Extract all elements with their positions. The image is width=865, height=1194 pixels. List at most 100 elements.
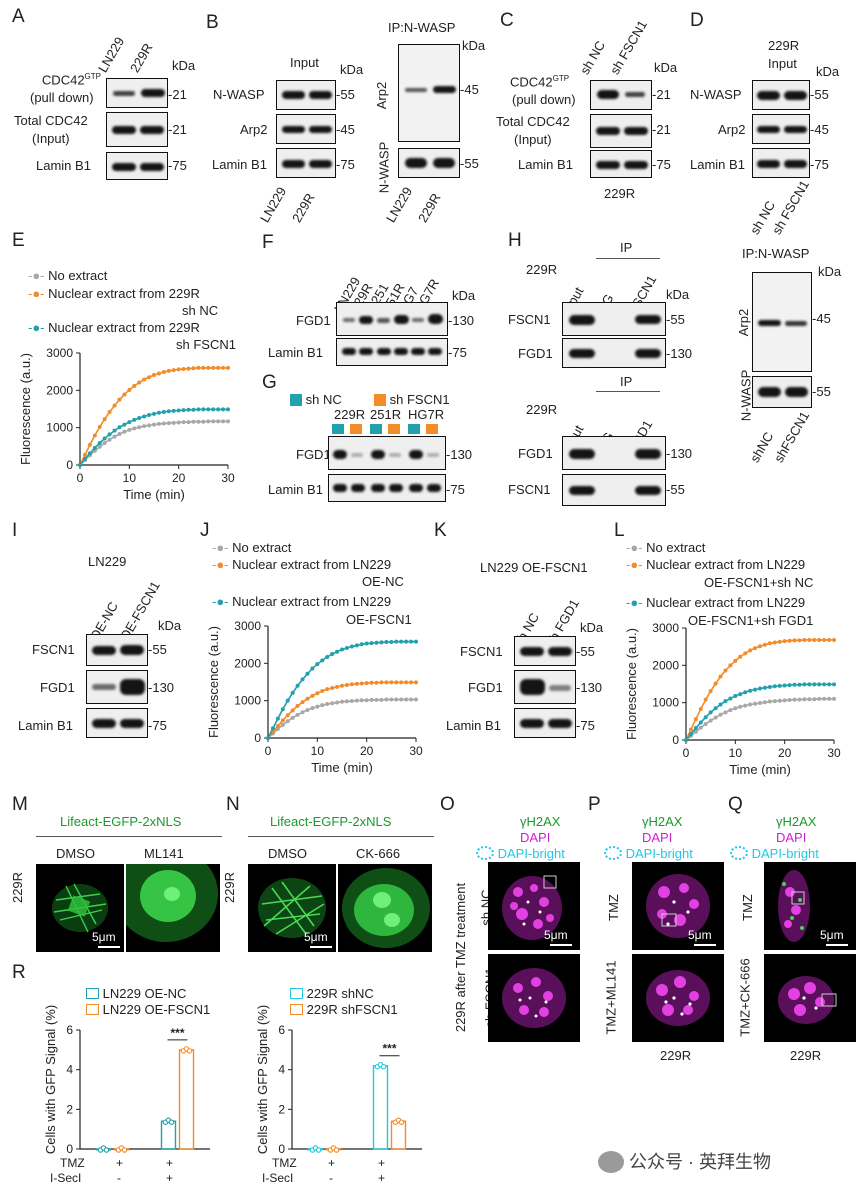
bar (390, 1120, 407, 1150)
mw-marker: -45 (460, 82, 479, 97)
panel-letter-e: E (12, 230, 25, 251)
legend-dapi: DAPI (520, 830, 551, 845)
legend-item-sub: OE-FSCN1 (346, 612, 412, 627)
data-point (822, 696, 827, 701)
data-point (787, 638, 792, 643)
treatment-label: 229R after TMZ treatment (453, 882, 469, 1033)
scale-bar-label: 5μm (92, 930, 116, 944)
microscopy-image: 5μm (488, 862, 580, 950)
series-line (79, 408, 228, 466)
data-point (226, 365, 230, 370)
data-point (270, 726, 275, 731)
data-point (738, 704, 743, 709)
data-point (693, 717, 698, 722)
y-tick-label: 6 (66, 1023, 73, 1037)
line-chart: 0 1000 2000 3000 0 10 20 30 Time (min) Fluorescen… (206, 619, 423, 775)
row-label: FGD1 (40, 680, 75, 695)
panel-letter-q: Q (728, 794, 743, 815)
data-point (171, 408, 176, 413)
western-blot (398, 148, 460, 178)
legend-item-sub: OE-FSCN1+sh NC (704, 575, 814, 590)
row-label: TMZ (605, 894, 621, 921)
significance-label: *** (170, 1026, 184, 1040)
data-point (733, 693, 738, 698)
data-point (295, 712, 300, 717)
x-tick-label: 0 (265, 744, 272, 758)
data-point (404, 680, 409, 685)
data-point (684, 738, 688, 742)
nucleus-stain (646, 970, 710, 1026)
data-point (782, 639, 787, 644)
row-label: TMZ+CK-666 (737, 958, 753, 1037)
mw-marker: -130 (148, 680, 175, 695)
data-point (127, 427, 132, 432)
x-tick-label: 0 (683, 746, 690, 760)
condition-label: DMSO (56, 846, 95, 861)
data-point (374, 680, 379, 685)
data-point (201, 419, 206, 424)
row-label: N-WASP (690, 87, 742, 102)
data-point (201, 365, 206, 370)
data-point (176, 420, 181, 425)
iscei-sign: - (329, 1171, 333, 1185)
cell-line-caption: 229R (604, 186, 636, 201)
row-label: Arp2 (240, 122, 268, 137)
data-point (221, 407, 226, 412)
data-point (97, 444, 102, 449)
series-line (267, 698, 416, 739)
legend-gh2ax: γH2AX (520, 814, 561, 829)
data-point (394, 639, 399, 644)
data-point (97, 424, 102, 429)
blot-band (377, 348, 391, 355)
y-axis-label: Fluorescence (a.u.) (624, 628, 639, 740)
data-point (147, 423, 152, 428)
mw-marker: -130 (576, 680, 603, 695)
data-point (300, 677, 305, 682)
mw-marker: -75 (148, 718, 167, 733)
x-tick-label: 10 (123, 471, 137, 485)
data-point (782, 698, 787, 703)
scale-bar-label: 5μm (820, 928, 844, 942)
blot-band (784, 126, 807, 133)
data-point (708, 689, 713, 694)
row-label: Total CDC42 (496, 114, 570, 129)
data-point (772, 684, 777, 689)
mw-marker: -75 (446, 482, 465, 497)
mw-marker: -75 (448, 345, 467, 360)
condition-label: CK-666 (356, 846, 401, 861)
data-point (349, 699, 354, 704)
western-blot (752, 376, 812, 408)
iscei-sign: - (117, 1171, 121, 1185)
legend-item: -●- Nuclear extract from LN229 (212, 557, 392, 572)
y-axis-label: Fluorescence (a.u.) (18, 353, 33, 465)
replicate-point (380, 1063, 387, 1070)
blot-band (309, 91, 332, 99)
data-point (832, 682, 836, 687)
data-point (344, 646, 349, 651)
blot-band (569, 449, 595, 459)
blot-band (309, 160, 332, 168)
data-point (802, 697, 807, 702)
data-point (354, 681, 359, 686)
kda-label: kDa (816, 64, 840, 79)
data-point (137, 425, 142, 430)
western-blot (590, 150, 652, 178)
x-tick-label: 30 (221, 471, 235, 485)
mw-marker: -55 (666, 482, 685, 497)
data-point (389, 697, 394, 702)
blot-band (282, 91, 305, 99)
data-point (369, 641, 374, 646)
blot-band (784, 91, 807, 100)
kda-label: kDa (452, 288, 476, 303)
western-blot (590, 114, 652, 148)
data-point (753, 701, 758, 706)
data-point (364, 698, 369, 703)
western-blot (106, 152, 168, 180)
panel-letter-f: F (262, 232, 274, 253)
data-point (87, 451, 92, 456)
nucleus-stain (502, 875, 562, 940)
data-point (359, 698, 364, 703)
data-point (743, 690, 748, 695)
ip-bracket (596, 391, 660, 393)
data-point (349, 644, 354, 649)
